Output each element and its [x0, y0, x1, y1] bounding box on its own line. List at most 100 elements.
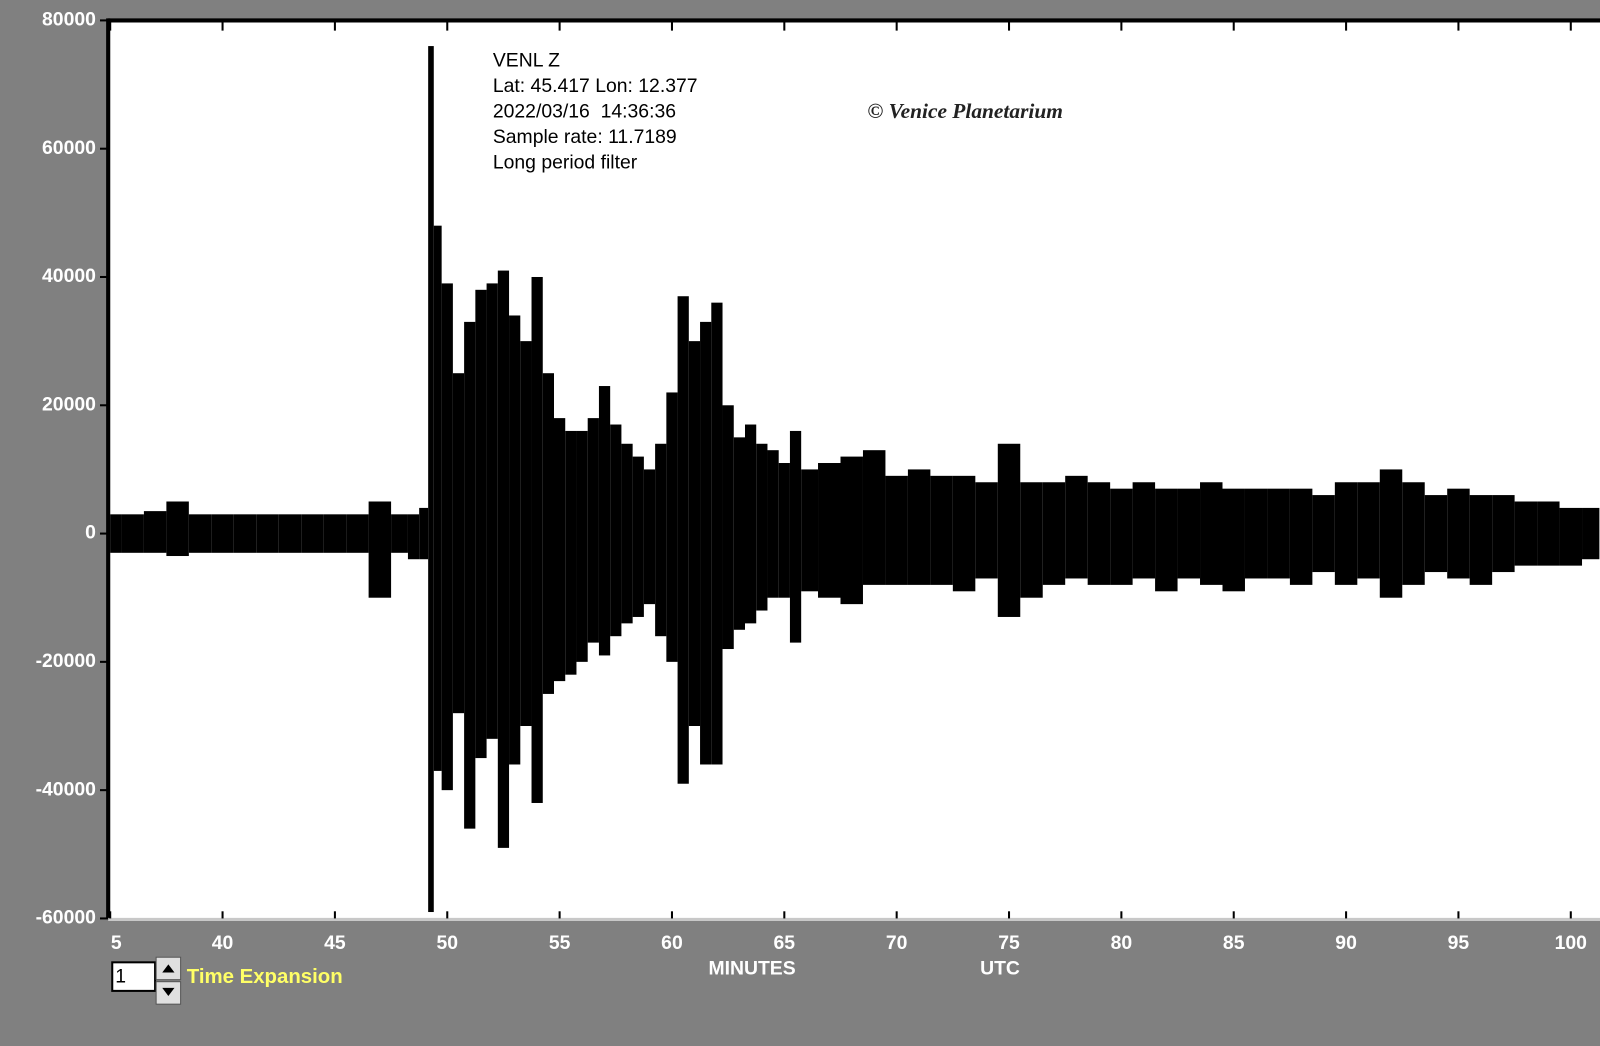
y-tick-label: -40000 [36, 778, 96, 800]
trace-segment [778, 463, 790, 598]
trace-segment [1559, 507, 1583, 566]
trace-segment [464, 321, 476, 829]
y-tick-label: -60000 [36, 907, 96, 929]
trace-segment [346, 514, 369, 553]
trace-segment [666, 392, 678, 662]
trace-segment [121, 514, 144, 553]
station: VENL Z [493, 49, 560, 71]
trace-segment [598, 386, 611, 656]
filter: Long period filter [493, 151, 638, 173]
trace-segment [621, 443, 633, 624]
spin-up-arrow [162, 964, 175, 973]
trace-segment [1132, 482, 1156, 579]
trace-segment [801, 469, 819, 592]
y-tick-label: 0 [85, 522, 96, 544]
trace-segment [818, 463, 841, 598]
x-tick-label: 80 [1111, 932, 1133, 954]
trace-segment [840, 456, 863, 605]
trace-segment [143, 511, 167, 553]
y-tick-label: 60000 [42, 137, 96, 159]
trace-segment [233, 514, 257, 553]
x-tick-label: 55 [549, 932, 571, 954]
trace-segment [1424, 495, 1448, 573]
coordinates: Lat: 45.417 Lon: 12.377 [493, 75, 698, 97]
trace-segment [632, 456, 644, 617]
trace-segment [952, 475, 976, 592]
trace-segment [688, 341, 701, 727]
trace-segment [166, 501, 189, 557]
trace-segment [1042, 482, 1066, 585]
trace-segment [542, 373, 554, 694]
trace-segment [700, 321, 712, 765]
trace-segment [930, 475, 953, 585]
trace-segment [486, 283, 498, 739]
trace-segment [1334, 482, 1358, 585]
trace-segment [1357, 482, 1380, 579]
trace-segment [1469, 495, 1493, 585]
trace-segment [1155, 488, 1178, 592]
sample-rate: Sample rate: 11.7189 [493, 126, 677, 148]
time-expansion-label: Time Expansion [187, 966, 343, 988]
x-tick-label: 100 [1555, 932, 1587, 954]
trace-segment [1200, 482, 1223, 585]
trace-segment [711, 302, 723, 765]
trace-segment [1087, 482, 1111, 585]
trace-segment [1065, 475, 1088, 579]
x-tick-label: 40 [212, 932, 234, 954]
trace-segment [1312, 495, 1335, 573]
trace-segment [323, 514, 347, 553]
trace-segment [1289, 488, 1313, 585]
trace-segment [1492, 495, 1515, 573]
trace-segment [407, 514, 420, 560]
trace-segment [610, 424, 622, 637]
trace-segment [565, 430, 577, 675]
y-tick-label: 20000 [42, 393, 96, 415]
trace-segment [553, 418, 566, 682]
trace-segment [1267, 488, 1290, 579]
trace-segment [433, 225, 442, 771]
time-expansion-input[interactable] [111, 961, 157, 992]
trace-segment [441, 283, 453, 791]
x-tick-label: 60 [661, 932, 683, 954]
x-tick-label: 45 [324, 932, 346, 954]
x-tick-label: 75 [998, 932, 1020, 954]
trace-segment [885, 475, 908, 585]
time-expansion-value: 1 [115, 966, 126, 988]
trace-segment [576, 430, 588, 662]
trace-segment [301, 514, 324, 553]
timezone-label: UTC [980, 958, 1020, 980]
trace-segment [1020, 482, 1043, 598]
trace-segment [677, 296, 689, 784]
trace-segment [1537, 501, 1560, 566]
trace-segment [497, 270, 510, 848]
trace-segment [587, 418, 599, 643]
y-tick-label: -20000 [36, 650, 96, 672]
x-tick-label: 95 [1448, 932, 1470, 954]
trace-segment [475, 289, 487, 759]
trace-segment [655, 443, 667, 637]
ticks: 80000 60000 40000 20000 0 -20000 -40000 -60000 5… [36, 9, 1587, 955]
trace-segment [744, 424, 757, 624]
trace-segment [733, 437, 745, 630]
trace-segment [391, 514, 408, 553]
spin-down-arrow [162, 987, 175, 996]
y-tick-label: 40000 [42, 265, 96, 287]
trace-segment [1222, 488, 1245, 592]
x-axis-label: MINUTES [708, 958, 795, 980]
trace-segment [1379, 469, 1403, 598]
trace-segment [211, 514, 234, 553]
trace-segment [368, 501, 392, 598]
trace-segment [452, 373, 465, 714]
datetime: 2022/03/16 14:36:36 [493, 100, 676, 122]
trace-segment [789, 430, 802, 643]
trace-segment [1447, 488, 1470, 579]
trace-segment [419, 507, 429, 560]
trace-segment [1402, 482, 1425, 585]
x-tick-label: 50 [436, 932, 458, 954]
y-tick-label: 80000 [42, 9, 96, 31]
x-tick-label: 85 [1223, 932, 1245, 954]
x-tick-label: 65 [774, 932, 796, 954]
trace-segment [907, 469, 931, 585]
